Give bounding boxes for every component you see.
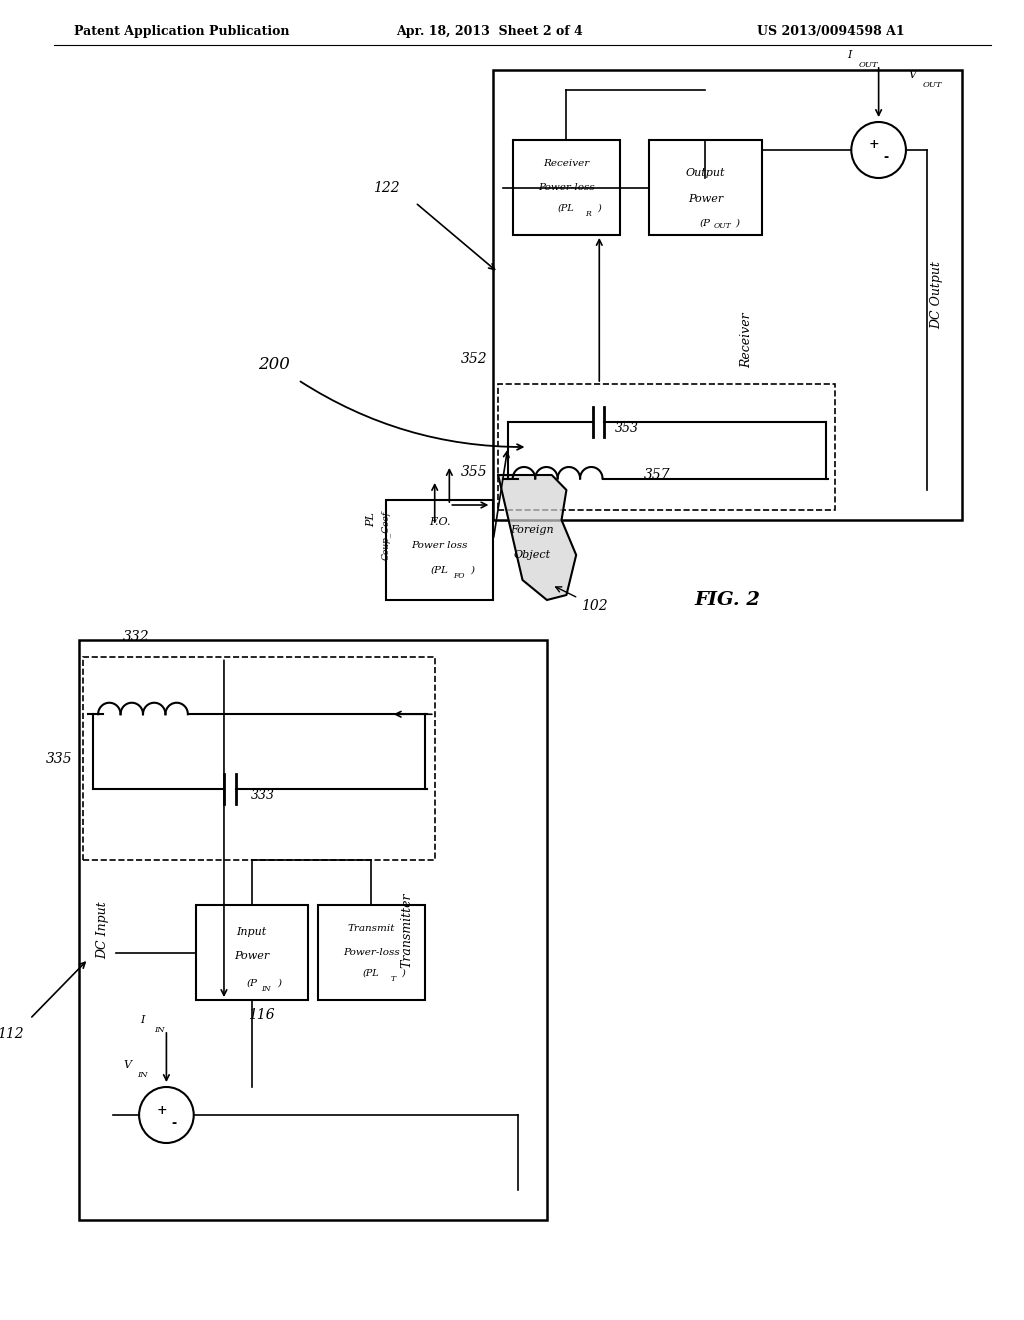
Polygon shape xyxy=(498,475,577,601)
Text: 352: 352 xyxy=(461,352,487,366)
Text: Coup_Coef: Coup_Coef xyxy=(381,511,391,560)
Text: 122: 122 xyxy=(373,181,399,194)
Text: OUT: OUT xyxy=(923,81,942,88)
Text: Power loss: Power loss xyxy=(412,540,468,549)
Text: 102: 102 xyxy=(556,587,607,612)
Text: Output: Output xyxy=(686,168,725,178)
Bar xyxy=(513,140,621,235)
Text: Power: Power xyxy=(234,952,269,961)
Text: 333: 333 xyxy=(251,789,275,803)
Text: ): ) xyxy=(470,565,474,574)
Text: V: V xyxy=(123,1060,131,1071)
Text: DC Input: DC Input xyxy=(96,902,110,958)
Text: Patent Application Publication: Patent Application Publication xyxy=(74,25,289,38)
Text: 353: 353 xyxy=(614,421,639,434)
Text: 357: 357 xyxy=(644,469,671,482)
Text: ): ) xyxy=(401,969,406,978)
Text: Power-loss: Power-loss xyxy=(538,183,595,191)
Text: IN: IN xyxy=(155,1026,165,1034)
Text: 112: 112 xyxy=(0,1027,24,1041)
Text: 200: 200 xyxy=(258,356,290,374)
Text: 116: 116 xyxy=(248,1008,274,1022)
Text: PL: PL xyxy=(367,512,376,528)
Text: ): ) xyxy=(278,978,282,987)
Text: I: I xyxy=(847,50,852,59)
Bar xyxy=(494,70,962,520)
Text: F.O.: F.O. xyxy=(429,517,451,527)
Text: ): ) xyxy=(735,218,739,227)
Text: (PL: (PL xyxy=(558,203,574,213)
Text: US 2013/0094598 A1: US 2013/0094598 A1 xyxy=(757,25,904,38)
Text: FO: FO xyxy=(454,572,465,579)
Text: 355: 355 xyxy=(461,465,487,479)
Text: ): ) xyxy=(597,203,600,213)
Text: +: + xyxy=(868,139,879,152)
Text: DC Output: DC Output xyxy=(931,261,944,329)
Text: (P: (P xyxy=(247,978,257,987)
Text: Receiver: Receiver xyxy=(544,160,590,168)
Bar xyxy=(386,500,494,601)
Text: Foreign: Foreign xyxy=(510,525,554,535)
Text: IN: IN xyxy=(261,985,271,993)
Text: -: - xyxy=(884,152,889,165)
Text: OUT: OUT xyxy=(859,61,879,69)
Bar xyxy=(649,140,762,235)
Text: Object: Object xyxy=(514,550,551,560)
Text: (P: (P xyxy=(700,218,711,227)
Text: Power: Power xyxy=(688,194,723,203)
Text: Input: Input xyxy=(237,927,267,937)
Text: IN: IN xyxy=(136,1071,147,1078)
Text: (PL: (PL xyxy=(362,969,380,978)
Text: 335: 335 xyxy=(46,752,73,766)
Text: FIG. 2: FIG. 2 xyxy=(694,591,761,609)
Text: -: - xyxy=(172,1117,177,1130)
Bar xyxy=(498,384,836,510)
Text: Apr. 18, 2013  Sheet 2 of 4: Apr. 18, 2013 Sheet 2 of 4 xyxy=(395,25,583,38)
Text: OUT: OUT xyxy=(714,222,732,230)
Text: I: I xyxy=(140,1015,144,1026)
Text: Power-loss: Power-loss xyxy=(343,948,399,957)
Bar xyxy=(196,906,308,1001)
Text: V: V xyxy=(908,70,916,81)
Text: (PL: (PL xyxy=(431,565,449,574)
Bar xyxy=(84,657,435,861)
Bar xyxy=(317,906,425,1001)
Text: R: R xyxy=(585,210,591,218)
Text: T: T xyxy=(390,975,395,983)
Text: Transmitter: Transmitter xyxy=(400,892,413,968)
Text: +: + xyxy=(157,1104,167,1117)
Text: Transmit: Transmit xyxy=(347,924,395,933)
Text: Receiver: Receiver xyxy=(740,313,754,368)
Bar xyxy=(79,640,547,1220)
Text: 332: 332 xyxy=(123,631,150,644)
